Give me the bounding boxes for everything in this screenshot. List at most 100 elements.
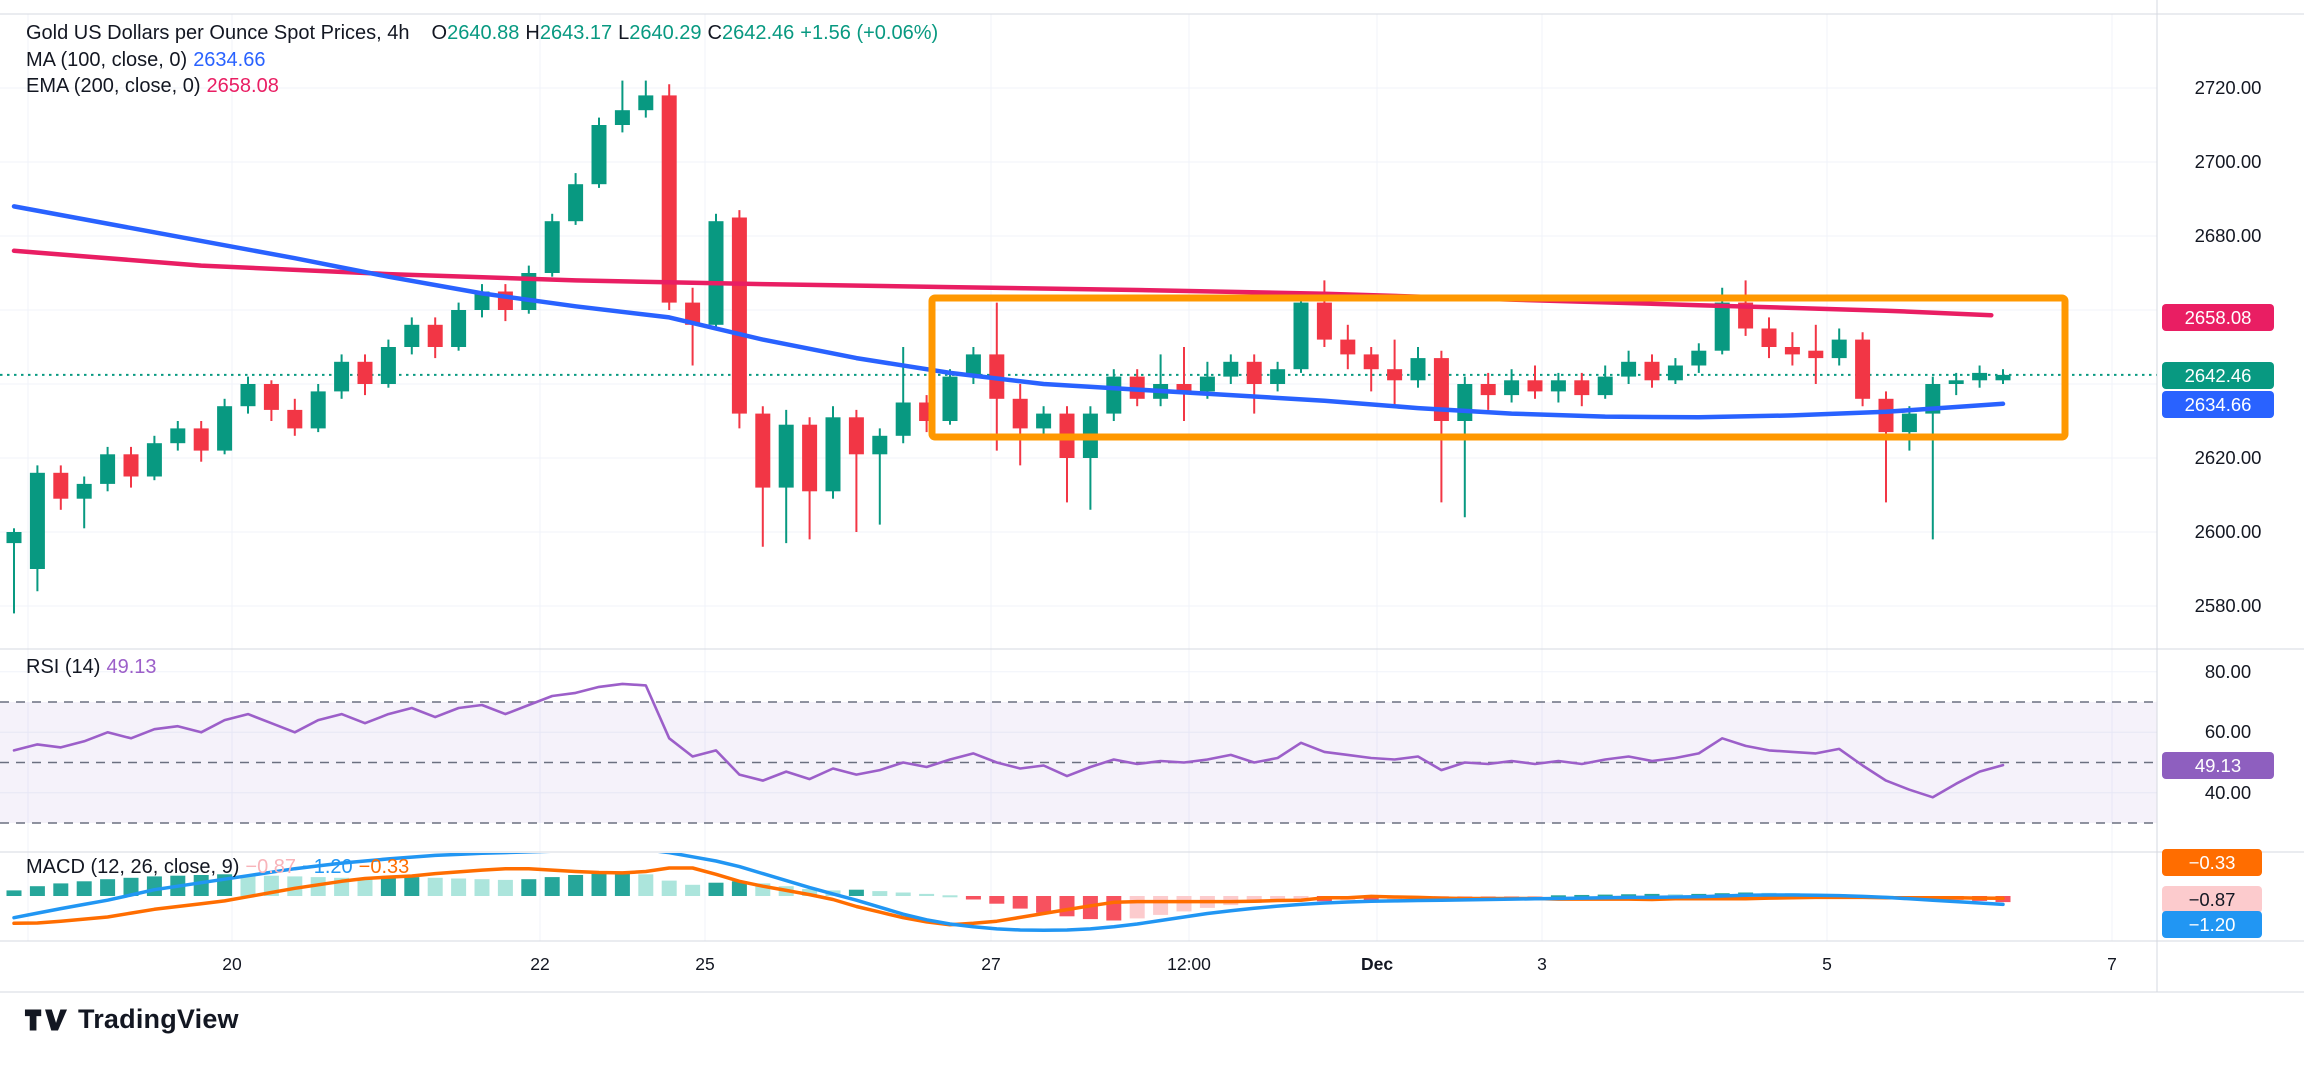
macd-histogram-bar — [380, 877, 396, 896]
candle-body — [123, 454, 139, 477]
candle-body — [1995, 374, 2011, 381]
macd-histogram-bar — [240, 875, 256, 896]
axis-time-label: 20 — [222, 954, 242, 974]
candle-body — [1012, 398, 1028, 429]
macd-histogram-bar — [404, 877, 420, 896]
macd-histogram-bar — [1012, 896, 1028, 909]
macd-label: MACD (12, 26, close, 9) — [26, 856, 240, 878]
ema-value: 2658.08 — [206, 75, 279, 97]
candle-body — [1597, 376, 1613, 396]
macd-histogram-bar — [100, 879, 116, 896]
macd-histogram-bar — [1550, 895, 1566, 898]
candle-body — [1550, 380, 1566, 392]
candle-body — [755, 413, 771, 488]
axis-time-label: 12:00 — [1167, 954, 1211, 974]
macd-line-value: −1.20 — [302, 856, 353, 878]
candle-body — [76, 483, 92, 499]
candle-body — [685, 302, 701, 325]
macd-histogram-bar — [1059, 896, 1075, 917]
symbol-legend[interactable]: Gold US Dollars per Ounce Spot Prices, 4… — [26, 22, 944, 45]
ma-label: MA (100, close, 0) — [26, 49, 188, 71]
tradingview-logo[interactable]: TradingView — [24, 1004, 239, 1035]
macd-histogram-bar — [848, 889, 864, 896]
ma-legend[interactable]: MA (100, close, 0) 2634.66 — [26, 49, 271, 72]
candle-body — [1761, 328, 1777, 347]
macd-histogram-bar — [544, 877, 560, 896]
macd-hist-value: −0.87 — [245, 856, 297, 878]
candle-body — [1410, 358, 1426, 381]
candle-body — [1036, 413, 1052, 429]
candle-body — [1808, 350, 1824, 359]
axis-price-badge: 49.13 — [2162, 752, 2274, 779]
macd-histogram-bar — [1106, 896, 1122, 921]
axis-price-label: 40.00 — [2204, 782, 2252, 803]
rsi-legend[interactable]: RSI (14) 49.13 — [26, 656, 163, 679]
axis-price-badge: 2658.08 — [2162, 304, 2274, 331]
axis-time-label: 22 — [530, 954, 550, 974]
axis-price-label: 2600.00 — [2194, 521, 2262, 542]
macd-histogram-bar — [895, 892, 911, 896]
candle-body — [1340, 339, 1356, 355]
candle-body — [1106, 376, 1122, 414]
macd-histogram-bar — [638, 874, 654, 896]
candle-body — [170, 428, 186, 444]
axis-price-label: 2720.00 — [2194, 77, 2262, 98]
macd-histogram-bar — [708, 882, 724, 896]
candle-body — [1738, 302, 1754, 329]
candle-body — [263, 384, 279, 410]
rsi-line — [12, 682, 2005, 799]
macd-signal-value: −0.33 — [358, 856, 410, 878]
macd-legend[interactable]: MACD (12, 26, close, 9) −0.87 −1.20 −0.33 — [26, 856, 415, 879]
rsi-band — [0, 701, 2157, 824]
macd-histogram-bar — [568, 875, 584, 896]
low-value: 2640.29 — [629, 22, 702, 44]
axis-price-label: 2680.00 — [2194, 225, 2262, 246]
candle-body — [1387, 369, 1403, 381]
macd-histogram-bar — [802, 889, 818, 896]
candle-body — [614, 110, 630, 125]
candle-body — [1433, 358, 1449, 421]
tradingview-logo-icon — [24, 1008, 68, 1031]
candle-body — [146, 443, 162, 477]
candle-body — [1246, 361, 1262, 384]
macd-histogram-bar — [919, 893, 935, 896]
high-value: 2643.17 — [539, 22, 613, 44]
candle-body — [942, 376, 958, 421]
candle-body — [240, 384, 256, 407]
macd-histogram-bar — [1621, 894, 1637, 897]
candle-body — [1176, 384, 1192, 392]
candle-body — [1270, 369, 1286, 384]
candle-body — [1784, 347, 1800, 355]
candle-body — [1316, 302, 1332, 340]
macd-histogram-bar — [1644, 893, 1660, 896]
candle-body — [1480, 384, 1496, 396]
macd-histogram-bar — [591, 873, 607, 896]
macd-histogram-bar — [193, 875, 209, 896]
macd-layer — [6, 853, 2011, 933]
ema-label: EMA (200, close, 0) — [26, 75, 201, 97]
candle-body — [1223, 361, 1239, 377]
candle-body — [1293, 302, 1309, 370]
macd-histogram-bar — [287, 876, 303, 896]
candle-body — [427, 324, 443, 347]
candle-body — [217, 406, 233, 451]
macd-histogram-bar — [6, 890, 22, 896]
macd-histogram-bar — [1597, 894, 1613, 897]
macd-histogram-bar — [1036, 896, 1052, 913]
axis-time-label: 3 — [1537, 954, 1547, 974]
candle-body — [1199, 376, 1215, 392]
candle-body — [568, 184, 584, 222]
candle-body — [451, 310, 467, 347]
axis-price-label: 2580.00 — [2194, 595, 2262, 616]
candle-body — [1667, 365, 1683, 381]
range-box-annotation[interactable] — [928, 294, 2069, 441]
macd-histogram-bar — [989, 896, 1005, 904]
macd-histogram-bar — [451, 878, 467, 896]
candle-body — [661, 95, 677, 303]
macd-histogram-bar — [1176, 896, 1192, 912]
ema-legend[interactable]: EMA (200, close, 0) 2658.08 — [26, 75, 285, 98]
macd-histogram-bar — [1153, 896, 1169, 915]
macd-histogram-bar — [661, 880, 677, 896]
axis-time-label: 5 — [1822, 954, 1832, 974]
